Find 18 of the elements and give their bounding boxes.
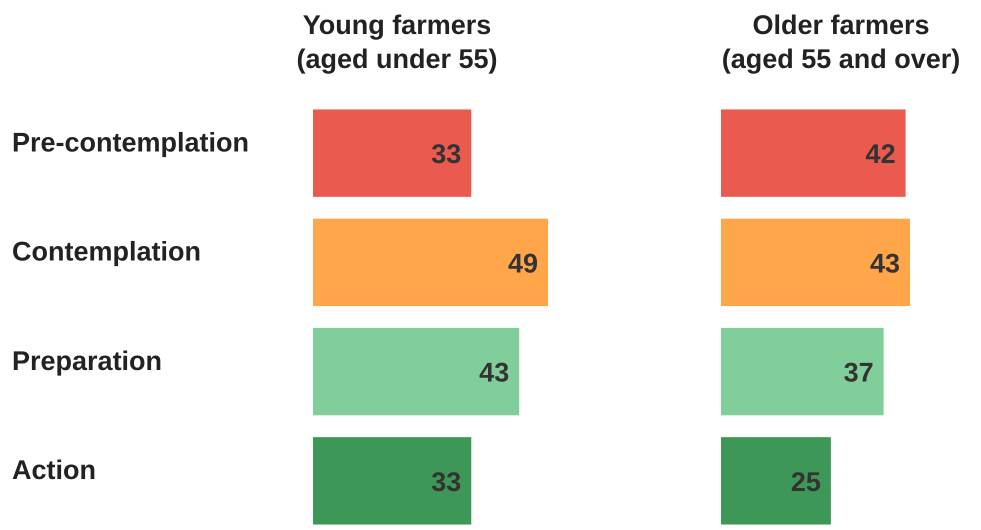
data-label: 25	[790, 466, 821, 497]
data-label: 43	[479, 358, 510, 388]
data-label: 42	[866, 139, 896, 170]
chart-title: Older farmers (aged 55 and over)	[722, 10, 960, 74]
data-label: 33	[431, 139, 462, 170]
y-tick-label: Action	[12, 455, 96, 486]
y-tick-label: Pre-contemplation	[12, 127, 250, 158]
y-tick-label: Preparation	[12, 346, 162, 376]
y-tick-label: Contemplation	[12, 236, 201, 267]
data-label: 43	[870, 248, 900, 278]
bar	[721, 328, 884, 416]
data-label: 33	[431, 466, 462, 497]
bar	[721, 109, 906, 197]
bar	[721, 218, 910, 306]
data-label: 37	[844, 358, 874, 388]
chart-title: Young farmers (aged under 55)	[296, 10, 498, 74]
bar	[721, 437, 831, 525]
data-label: 49	[508, 248, 538, 278]
